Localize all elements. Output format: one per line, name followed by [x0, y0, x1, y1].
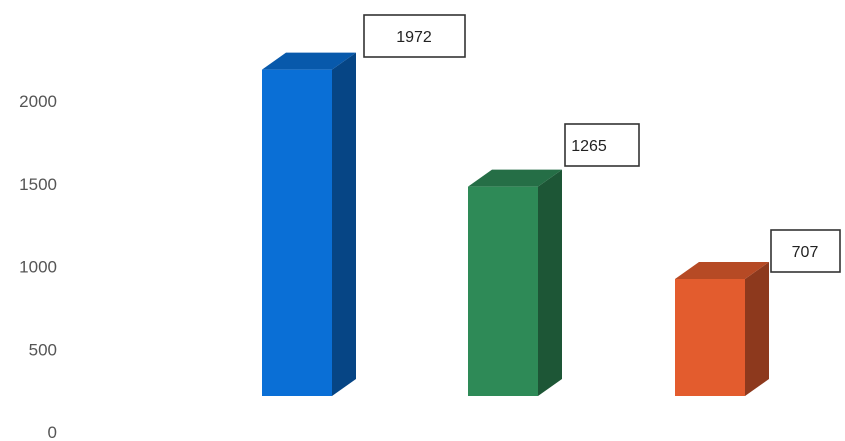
- bar-front-face: [675, 278, 745, 396]
- y-axis: 0 500 1000 1500 2000: [19, 92, 57, 441]
- data-label: 1972: [363, 14, 466, 58]
- bar-top-face: [675, 261, 769, 279]
- data-labels: 1972 1265 707: [363, 14, 841, 273]
- data-label: 1265: [564, 123, 640, 167]
- y-tick-label: 0: [48, 423, 57, 441]
- data-label-text: 1265: [571, 138, 607, 155]
- data-label-box: [770, 229, 841, 273]
- y-tick-label: 1500: [19, 175, 57, 194]
- data-label-box: [564, 123, 640, 167]
- y-tick-label: 1000: [19, 258, 57, 277]
- bar-side-face: [332, 52, 356, 396]
- data-label-box: [363, 14, 466, 58]
- data-label: 707: [770, 229, 841, 273]
- bar-front-face: [468, 186, 538, 396]
- bar-top-face: [468, 169, 562, 187]
- y-tick-label: 2000: [19, 92, 57, 111]
- bar-front-face: [262, 69, 332, 396]
- bar: [675, 261, 769, 396]
- bar: [468, 169, 562, 396]
- y-tick-label: 500: [29, 340, 57, 359]
- bar: [262, 52, 356, 396]
- bar-side-face: [745, 261, 769, 396]
- bar-side-face: [538, 169, 562, 396]
- data-label-text: 707: [792, 244, 819, 261]
- data-label-text: 1972: [396, 29, 432, 46]
- bar-top-face: [262, 52, 356, 70]
- bars: [262, 52, 769, 396]
